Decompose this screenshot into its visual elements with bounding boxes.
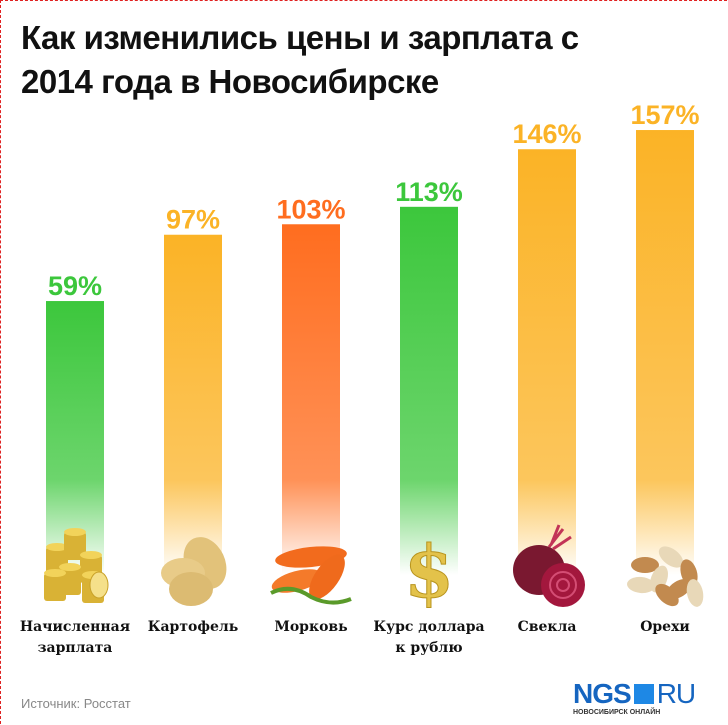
category-label-line: Начисленная: [19, 619, 131, 635]
nuts-icon: [627, 546, 704, 607]
logo-text: NGS: [573, 678, 632, 709]
bar: [164, 234, 222, 576]
bar: [636, 130, 694, 575]
bar: [282, 224, 340, 575]
logo-subtitle: НОВОСИБИРСК ОНЛАЙН: [573, 709, 661, 716]
category-label: Орехи: [600, 617, 728, 638]
dollar-sign-icon: $: [403, 529, 454, 615]
value-label: 103%: [276, 194, 345, 224]
ngs-logo: NGS RU НОВОСИБИРСК ОНЛАЙН: [573, 678, 696, 717]
category-label: Свекла: [482, 617, 612, 638]
value-label: 157%: [630, 100, 699, 130]
category-label: Курс доллара к рублю: [364, 617, 494, 659]
chart-title: Как изменились цены и зарплата с 2014 го…: [21, 19, 579, 100]
value-label: 59%: [48, 271, 102, 301]
category-label-line: Курс доллара: [373, 619, 485, 635]
source-note: Источник: Росстат: [21, 696, 131, 711]
carrot-icon: [270, 546, 352, 605]
bar: [518, 149, 576, 576]
category-label-line: к рублю: [395, 640, 463, 656]
logo-square-icon: [633, 684, 654, 704]
beet-icon: [513, 524, 585, 607]
category-label-line: Орехи: [640, 619, 690, 635]
value-label: 113%: [395, 177, 463, 207]
logo-ru: RU: [656, 678, 696, 709]
gold-coins-icon: [44, 528, 109, 603]
category-label: Картофель: [128, 617, 258, 638]
category-label: Морковь: [246, 617, 376, 638]
svg-text:$: $: [404, 529, 454, 614]
category-label-line: Картофель: [147, 619, 239, 635]
category-label: Начисленная зарплата: [10, 617, 140, 659]
value-label: 97%: [166, 205, 220, 235]
category-label-line: Свекла: [517, 619, 577, 635]
bar: [400, 206, 458, 575]
value-label: 146%: [512, 119, 581, 149]
category-label-line: зарплата: [37, 640, 113, 656]
category-label-line: Морковь: [274, 619, 348, 635]
potato-icon: [161, 537, 227, 606]
